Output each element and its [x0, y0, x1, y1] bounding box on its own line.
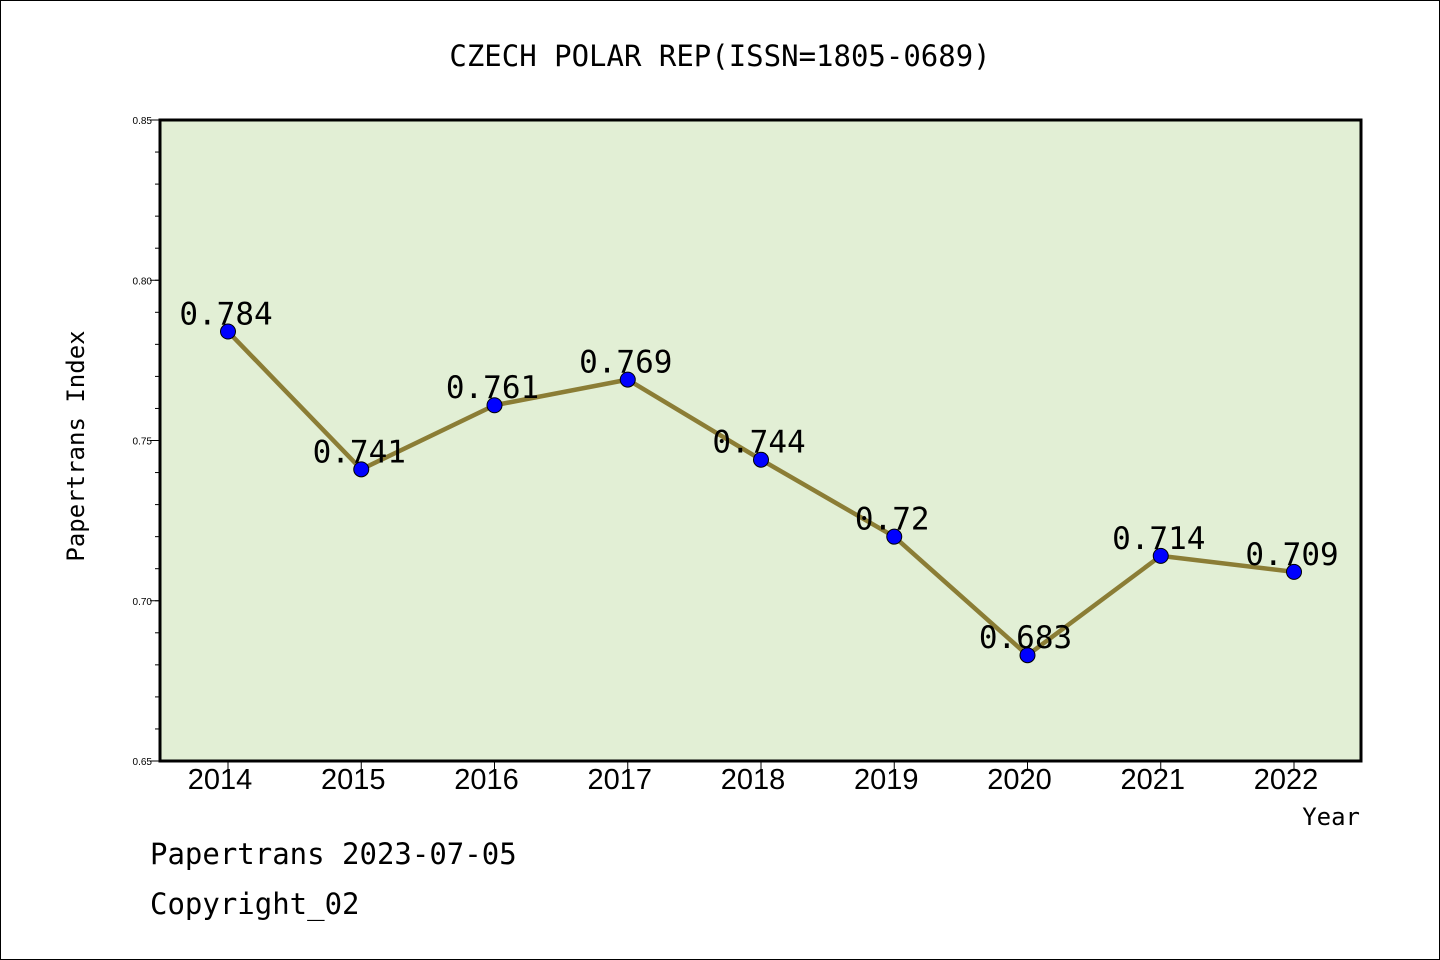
y-tick-label: 0.70	[133, 597, 153, 608]
chart-title: CZECH POLAR REP(ISSN=1805-0689)	[449, 39, 990, 73]
plot-area	[160, 120, 1361, 761]
data-point	[353, 461, 370, 478]
data-label: 0.714	[1112, 521, 1205, 557]
x-tick-label: 2019	[854, 764, 919, 796]
footer-date: Papertrans 2023-07-05	[150, 837, 517, 871]
data-label: 0.709	[1245, 537, 1338, 573]
data-label: 0.769	[579, 345, 672, 381]
data-point	[1152, 547, 1169, 564]
data-label: 0.683	[979, 620, 1072, 656]
data-label: 0.741	[313, 434, 406, 470]
footer-copyright: Copyright_02	[150, 887, 360, 922]
series-markers	[220, 323, 1302, 664]
y-tick-label: 0.75	[133, 437, 153, 448]
data-label: 0.72	[855, 502, 930, 538]
data-point	[486, 397, 503, 414]
data-label: 0.761	[446, 370, 539, 406]
data-point	[1019, 647, 1036, 664]
data-point	[619, 371, 636, 388]
x-tick-label: 2018	[721, 764, 786, 796]
y-tick-label: 0.80	[133, 276, 153, 287]
data-point	[886, 528, 903, 545]
y-axis-label: Papertrans Index	[62, 330, 90, 561]
x-tick-label: 2020	[987, 764, 1052, 796]
x-tick-label: 2017	[587, 764, 652, 796]
data-point	[220, 323, 236, 340]
data-point	[753, 451, 769, 468]
y-tick-label: 0.85	[133, 116, 153, 127]
y-axis: 0.65 0.70 0.75 0.80 0.85	[133, 116, 160, 768]
data-point	[1286, 563, 1302, 580]
x-axis: 2014 2015 2016 2017 2018 2019 2020 2021 2022	[188, 761, 1319, 796]
x-tick-label: 2016	[454, 764, 519, 796]
x-tick-label: 2015	[321, 764, 386, 796]
y-tick-label: 0.65	[133, 757, 153, 768]
x-tick-label: 2021	[1120, 764, 1185, 796]
x-tick-label: 2022	[1254, 764, 1319, 796]
x-axis-label: Year	[1302, 803, 1360, 831]
x-tick-label: 2014	[188, 764, 253, 796]
value-labels: 0.784 0.741 0.761 0.769 0.744 0.72 0.683 0.714 0…	[179, 297, 1338, 657]
data-label: 0.744	[712, 425, 805, 461]
plot-border	[158, 118, 1363, 763]
data-label: 0.784	[179, 297, 272, 333]
